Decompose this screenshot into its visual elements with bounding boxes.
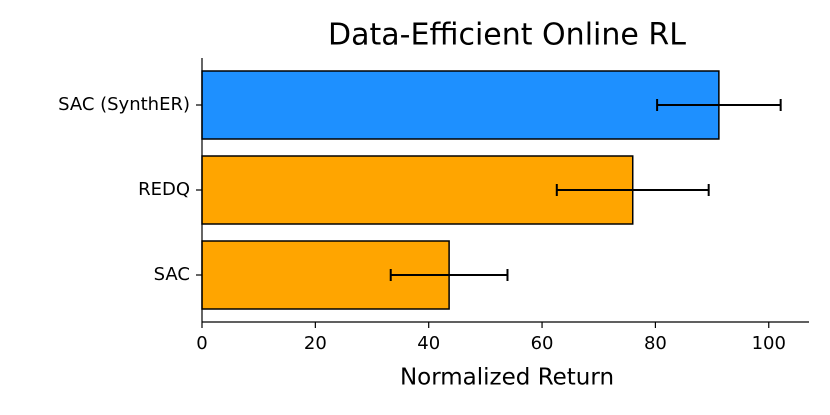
x-axis-label: Normalized Return [400, 365, 614, 391]
x-tick-label: 20 [304, 333, 327, 354]
x-tick-label: 100 [752, 333, 786, 354]
y-tick-label: SAC (SynthER) [58, 94, 190, 115]
x-tick-label: 60 [531, 333, 554, 354]
chart-title: Data-Efficient Online RL [328, 18, 686, 53]
bar [201, 70, 720, 140]
x-tick-label: 80 [644, 333, 667, 354]
error-bar [389, 269, 509, 281]
error-bar [656, 99, 782, 111]
y-tick-label: SAC [154, 264, 190, 285]
y-tick-label: REDQ [138, 179, 190, 200]
x-tick-label: 40 [417, 333, 440, 354]
x-tick-label: 0 [196, 333, 207, 354]
error-bar [555, 184, 710, 196]
